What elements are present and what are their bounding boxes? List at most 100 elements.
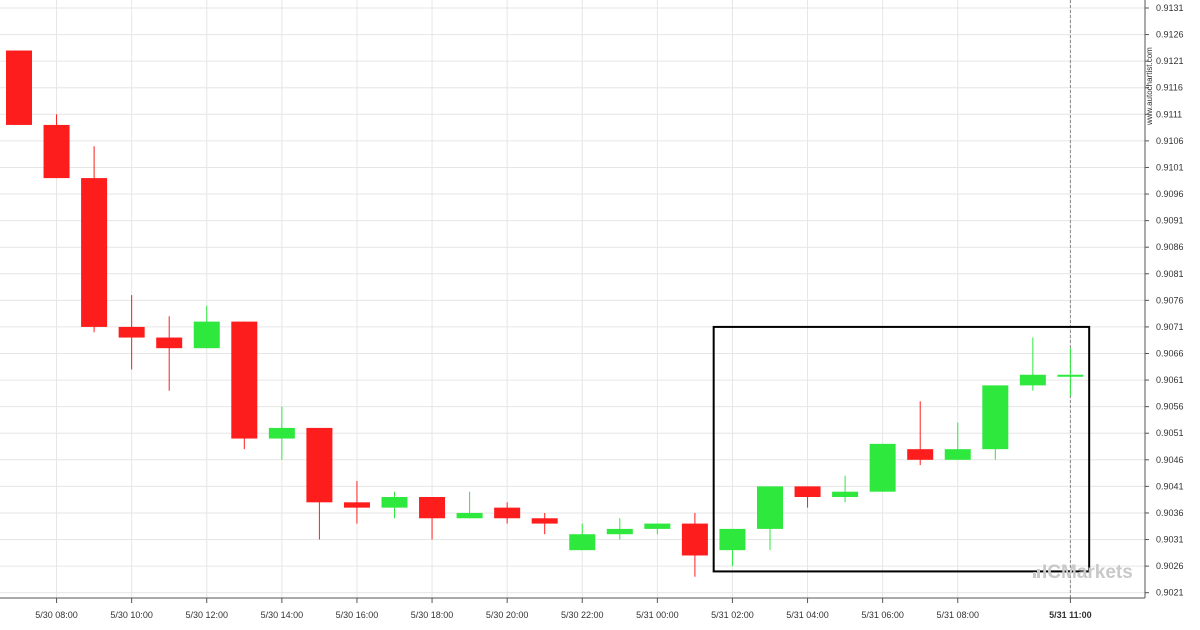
bearish-candle	[156, 316, 183, 391]
y-tick-label: 0.9116	[1156, 83, 1183, 93]
candle-body	[156, 337, 183, 349]
bearish-candle	[343, 481, 370, 524]
x-tick-label: 5/31 06:00	[861, 610, 904, 620]
candle-body	[81, 178, 108, 327]
candle-body	[832, 491, 859, 498]
y-tick-label: 0.9131	[1156, 3, 1184, 13]
logo-suffix: Markets	[1061, 562, 1133, 583]
x-tick-label: 5/31 08:00	[936, 610, 979, 620]
y-tick-label: 0.9061	[1156, 375, 1184, 385]
y-tick-label: 0.9041	[1156, 481, 1184, 491]
candles	[6, 50, 1084, 577]
y-tick-label: 0.9111	[1156, 109, 1182, 119]
bearish-candle	[907, 401, 934, 466]
bearish-candle	[419, 497, 446, 540]
logo-prefix: IC	[1042, 562, 1061, 583]
candle-body	[757, 486, 783, 529]
y-tick-label: 0.9106	[1156, 136, 1184, 146]
candle-body	[644, 523, 671, 529]
y-tick-label: 0.9096	[1156, 189, 1184, 199]
pattern-box	[712, 325, 1091, 573]
y-tick-label: 0.9081	[1156, 269, 1184, 279]
pattern-rectangle	[712, 325, 1091, 573]
y-tick-label: 0.9091	[1156, 216, 1184, 226]
y-tick-label: 0.9021	[1156, 588, 1184, 598]
y-tick-label: 0.9056	[1156, 402, 1184, 412]
bullish-candle	[1019, 337, 1046, 391]
bearish-candle	[531, 512, 558, 535]
bearish-candle	[494, 502, 521, 524]
x-tick-label: 5/31 00:00	[636, 610, 679, 620]
bullish-candle	[944, 422, 971, 460]
bullish-candle	[381, 491, 408, 519]
x-tick-label: 5/30 14:00	[261, 610, 304, 620]
bullish-candle	[456, 491, 483, 519]
candle-body	[907, 449, 934, 460]
x-tick-label: 5/30 10:00	[110, 610, 153, 620]
x-axis: 5/30 08:00 5/30 10:00 5/30 12:00 5/30 14:00…	[0, 597, 1145, 620]
y-tick-label: 0.9126	[1156, 30, 1184, 40]
candle-body	[569, 534, 596, 551]
candle-body	[306, 427, 333, 503]
y-tick-label: 0.9031	[1156, 535, 1184, 545]
x-tick-label: 5/30 20:00	[486, 610, 529, 620]
candle-body	[681, 523, 708, 556]
x-tick-label: 5/31 02:00	[711, 610, 754, 620]
autochartist-watermark: www.autochartist.com	[1145, 47, 1154, 126]
y-tick-label: 0.9071	[1156, 322, 1184, 332]
y-tick-label: 0.9036	[1156, 508, 1184, 518]
candle-body	[606, 528, 633, 535]
candle-body	[343, 502, 370, 508]
y-tick-label: 0.9076	[1156, 295, 1184, 305]
bullish-candle	[982, 385, 1009, 460]
candle-body	[794, 486, 821, 498]
bearish-candle	[43, 114, 70, 179]
logo-text: ICMarkets	[1042, 562, 1133, 583]
candle-body	[193, 321, 220, 349]
bearish-candle	[81, 146, 108, 333]
candle-body	[6, 50, 32, 125]
grid-lines	[0, 0, 1145, 598]
candle-body	[231, 321, 258, 439]
candle-body	[268, 427, 295, 439]
candle-body	[944, 449, 971, 460]
candle-body	[1019, 374, 1046, 386]
y-tick-label: 0.9086	[1156, 242, 1184, 252]
candle-body	[1057, 374, 1084, 377]
candle-body	[531, 518, 558, 524]
icmarkets-logo: ICMarkets	[1033, 562, 1133, 583]
logo-bar-2	[1037, 569, 1040, 578]
y-tick-label: 0.9051	[1156, 428, 1184, 438]
candle-body	[419, 497, 446, 519]
bullish-candle	[606, 518, 633, 540]
x-tick-label: 5/31 11:00	[1049, 610, 1092, 620]
bearish-candle	[681, 512, 708, 577]
x-tick-label: 5/31 04:00	[786, 610, 829, 620]
bullish-candle	[569, 523, 596, 551]
bullish-candle	[1057, 348, 1084, 397]
x-tick-label: 5/30 16:00	[336, 610, 379, 620]
candle-body	[43, 124, 70, 179]
bearish-candle	[6, 50, 32, 125]
bearish-candle	[794, 486, 821, 508]
x-tick-label: 5/30 08:00	[35, 610, 78, 620]
bearish-candle	[118, 295, 145, 370]
bullish-candle	[832, 475, 859, 503]
y-tick-label: 0.9026	[1156, 561, 1184, 571]
candle-body	[719, 528, 746, 551]
bullish-candle	[869, 443, 896, 492]
bullish-candle	[644, 523, 671, 535]
candle-body	[381, 497, 408, 508]
x-tick-label: 5/30 12:00	[185, 610, 228, 620]
x-tick-label: 5/30 22:00	[561, 610, 604, 620]
bullish-candle	[757, 486, 783, 551]
bullish-candle	[193, 305, 220, 349]
candle-body	[494, 507, 521, 519]
y-axis: 0.9131 0.9126 0.9121 0.9116 0.9111 0.9106 0.91…	[1144, 0, 1184, 598]
candle-body	[118, 326, 145, 338]
candle-body	[456, 512, 483, 519]
logo-bar-1	[1033, 572, 1036, 578]
bullish-candle	[268, 406, 295, 460]
x-tick-label: 5/30 18:00	[411, 610, 454, 620]
